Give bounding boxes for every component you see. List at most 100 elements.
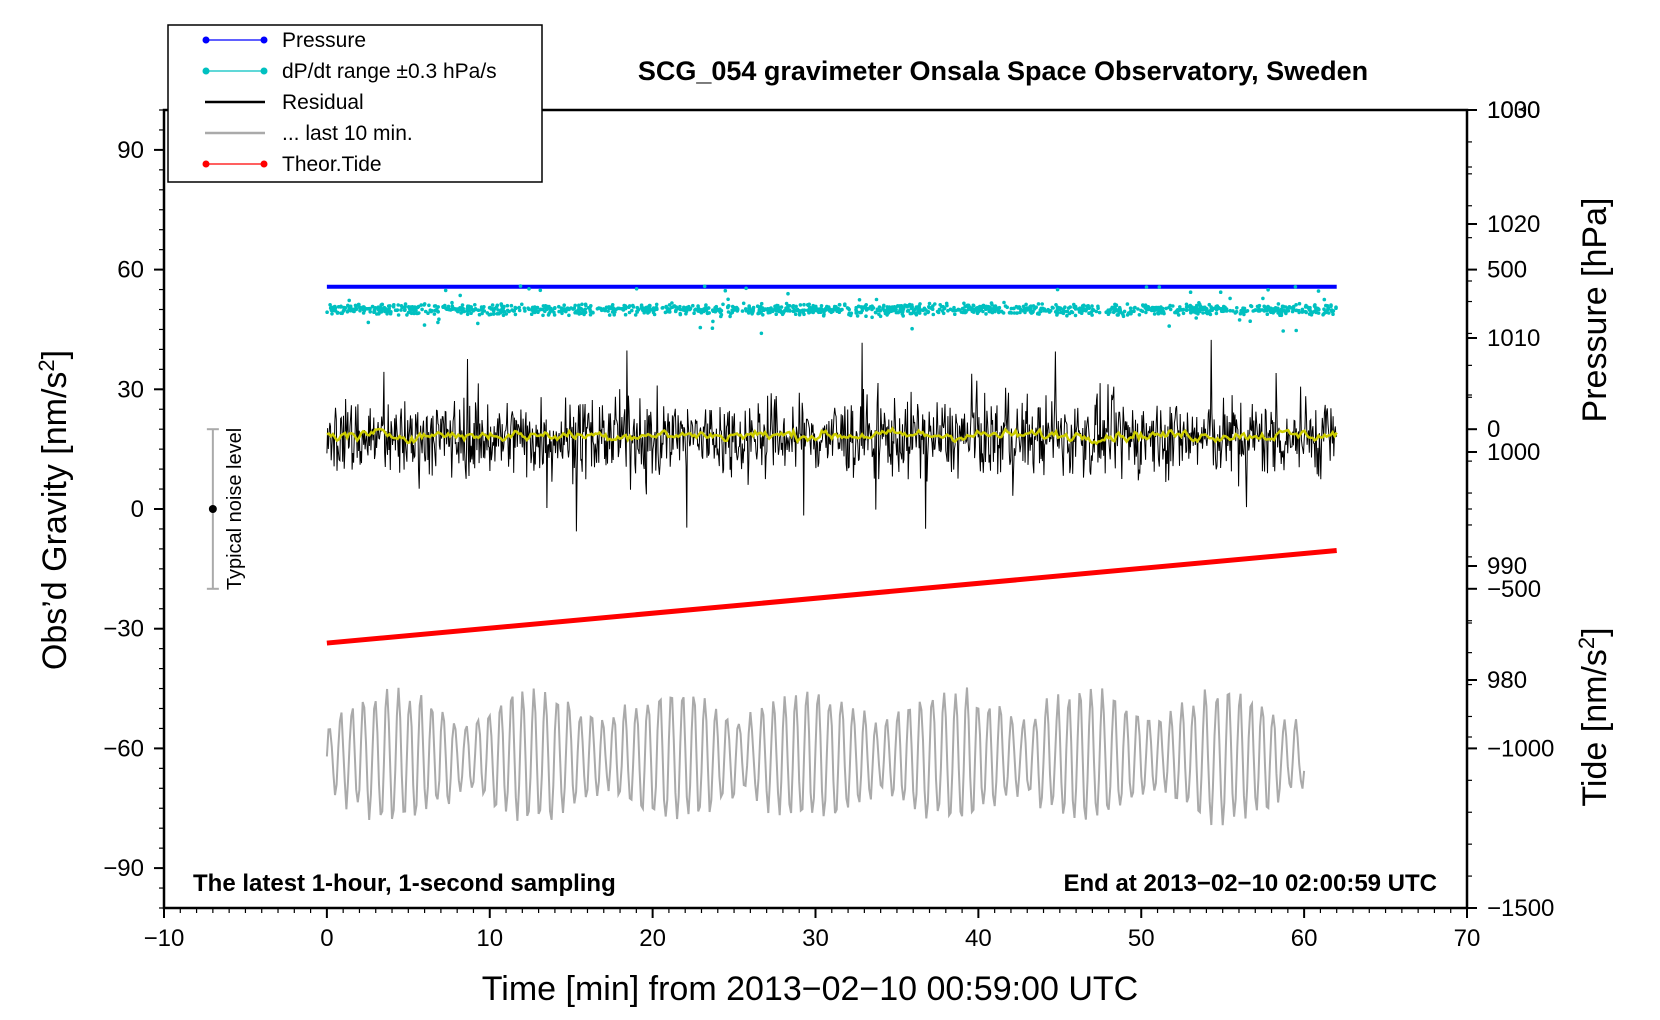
dpdt-point (941, 311, 946, 316)
dpdt-point (1176, 313, 1181, 317)
dpdt-point (735, 308, 740, 312)
dpdt-point (1314, 307, 1319, 312)
dpdt-point (604, 305, 609, 310)
dpdt-point (1181, 307, 1186, 312)
dpdt-point (1146, 305, 1151, 309)
dpdt-point (913, 307, 917, 312)
dpdt-point (874, 297, 879, 302)
dpdt-point (433, 308, 438, 313)
dpdt-point (1040, 302, 1044, 306)
dpdt-point (1072, 305, 1077, 310)
dpdt-point (491, 312, 496, 316)
legend-label: dP/dt range ±0.3 hPa/s (282, 60, 497, 83)
dpdt-point (399, 308, 403, 312)
dpdt-point (895, 304, 900, 308)
dpdt-point (455, 307, 460, 311)
dpdt-point (1228, 296, 1232, 301)
dpdt-point (396, 313, 401, 317)
dpdt-point (588, 308, 592, 312)
dpdt-point (426, 311, 430, 316)
dpdt-point (635, 309, 639, 314)
dpdt-point (870, 315, 874, 320)
dpdt-point (1109, 307, 1113, 312)
y-left-tick-label: 30 (117, 376, 144, 403)
dpdt-point (627, 305, 631, 310)
dpdt-point (332, 308, 337, 312)
dpdt-point (1325, 310, 1329, 314)
dpdt-point (489, 312, 493, 317)
dpdt-point (325, 310, 329, 315)
dpdt-point (403, 305, 408, 309)
dpdt-point (607, 313, 612, 317)
dpdt-point (863, 304, 867, 309)
dpdt-point (1054, 310, 1059, 315)
dpdt-point (606, 309, 610, 313)
dpdt-point (953, 312, 957, 317)
dpdt-point (422, 323, 427, 327)
dpdt-point (1132, 309, 1136, 314)
dpdt-point (1331, 309, 1336, 313)
dpdt-point (548, 307, 553, 312)
y-axis-title-pressure: Pressure [hPa] (1576, 198, 1614, 423)
dpdt-point (385, 309, 390, 314)
dpdt-point (567, 313, 571, 318)
dpdt-point (1002, 300, 1006, 305)
dpdt-point (910, 326, 914, 331)
dpdt-point (499, 308, 504, 313)
dpdt-point (446, 304, 451, 309)
dpdt-point (1125, 302, 1130, 306)
dpdt-point (450, 300, 454, 305)
dpdt-point (1077, 310, 1082, 314)
theoretical-tide-line (326, 548, 1337, 646)
dpdt-point (870, 305, 874, 309)
dpdt-point (894, 308, 898, 312)
dpdt-point (644, 305, 649, 310)
dpdt-point (1057, 306, 1061, 310)
dpdt-point (1281, 308, 1286, 312)
pressure-tick-label: 1020 (1487, 211, 1540, 238)
dpdt-point (1322, 297, 1327, 302)
dpdt-point (1209, 306, 1214, 310)
dpdt-point (1238, 311, 1243, 316)
dpdt-point (999, 309, 1004, 314)
dpdt-point (1128, 309, 1133, 314)
dpdt-point (447, 307, 452, 312)
dpdt-point (898, 309, 902, 314)
dpdt-point (726, 297, 730, 302)
dpdt-point (1316, 289, 1321, 293)
dpdt-point (845, 306, 850, 310)
dpdt-point (874, 310, 878, 315)
dpdt-point (801, 309, 805, 314)
dpdt-point (381, 307, 385, 311)
dpdt-point (1297, 301, 1302, 306)
dpdt-point (857, 298, 862, 302)
chart-title: SCG_054 gravimeter Onsala Space Observat… (638, 56, 1368, 86)
dpdt-point (693, 307, 698, 312)
dpdt-point (443, 288, 448, 293)
dpdt-point (422, 303, 426, 307)
dpdt-point (1176, 308, 1181, 313)
dpdt-point (499, 302, 504, 306)
dpdt-point (1114, 303, 1119, 308)
dpdt-point (1024, 302, 1028, 307)
dpdt-point (877, 305, 882, 309)
x-tick-label: 30 (802, 925, 829, 952)
dpdt-point (781, 311, 786, 315)
dpdt-point (429, 309, 434, 314)
legend-box (167, 24, 543, 183)
dpdt-point (1231, 309, 1235, 313)
dpdt-point (557, 309, 561, 314)
dpdt-point (414, 308, 418, 313)
dpdt-point (750, 312, 754, 316)
dpdt-point (1184, 308, 1189, 313)
dpdt-point (512, 309, 516, 313)
dpdt-point (960, 306, 965, 311)
dpdt-point (802, 302, 806, 307)
dpdt-point (786, 291, 790, 296)
dpdt-point (746, 311, 751, 315)
dpdt-point (1216, 305, 1220, 310)
dpdt-point (992, 309, 997, 313)
dpdt-point (921, 308, 925, 313)
dpdt-point (647, 310, 651, 314)
dpdt-point (901, 314, 905, 318)
